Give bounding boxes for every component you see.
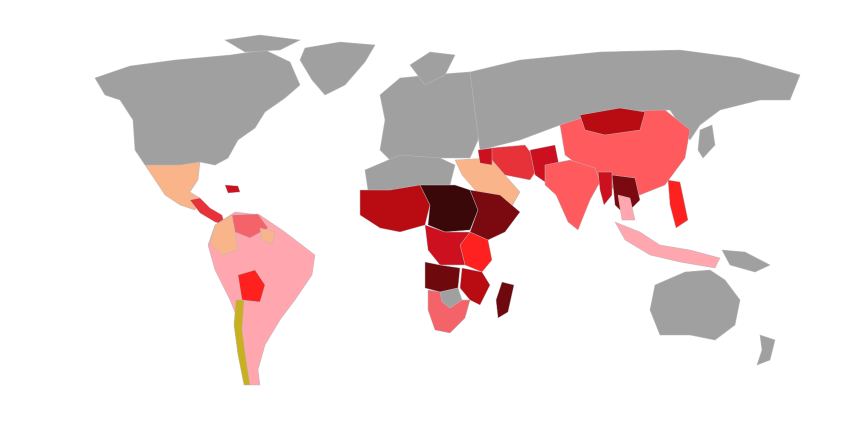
indonesia bbox=[614, 221, 721, 269]
bolivia bbox=[237, 269, 266, 303]
guyana bbox=[259, 227, 276, 245]
australia bbox=[649, 269, 741, 341]
mozambique bbox=[459, 267, 491, 306]
central-sahel bbox=[419, 184, 479, 233]
south-africa bbox=[427, 289, 471, 334]
scandinavia bbox=[409, 51, 456, 86]
caribbean bbox=[224, 184, 241, 194]
madagascar bbox=[495, 281, 515, 319]
myanmar bbox=[597, 171, 613, 206]
japan bbox=[697, 124, 716, 159]
new-zealand bbox=[756, 334, 776, 366]
philippines bbox=[667, 179, 689, 229]
indochina bbox=[611, 174, 641, 216]
horn-of-africa bbox=[469, 189, 521, 241]
iraq bbox=[477, 147, 493, 166]
india bbox=[544, 159, 601, 231]
asia-north bbox=[469, 49, 801, 151]
congo bbox=[424, 224, 471, 266]
new-guinea bbox=[721, 249, 771, 273]
chile bbox=[233, 299, 251, 386]
mongolia bbox=[579, 107, 646, 136]
arctic-islands bbox=[224, 34, 302, 53]
thailand bbox=[617, 194, 636, 221]
greenland bbox=[299, 41, 376, 96]
europe bbox=[379, 71, 481, 166]
colombia bbox=[209, 214, 239, 256]
south-america bbox=[207, 211, 316, 386]
north-america bbox=[94, 49, 301, 171]
